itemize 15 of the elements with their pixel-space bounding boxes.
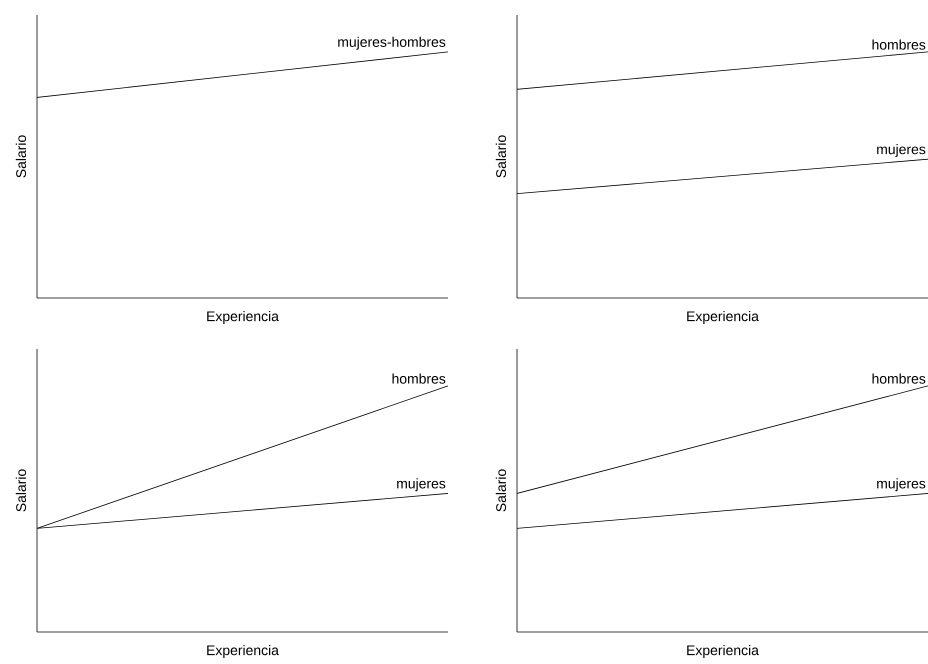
series-label: hombres (872, 39, 926, 50)
series-label: mujeres-hombres (338, 36, 446, 50)
series-label: hombres (392, 373, 446, 384)
x-axis-title: Experiencia (687, 644, 759, 658)
series-label: mujeres (877, 144, 926, 157)
x-axis-title: Experiencia (207, 310, 279, 324)
y-axis-title: Salario (16, 469, 26, 512)
y-axis-title: Salario (496, 135, 506, 178)
y-axis-title: Salario (16, 135, 26, 178)
series-label: mujeres (877, 478, 926, 492)
series-label: hombres (872, 373, 926, 384)
x-axis-title: Experiencia (687, 310, 759, 324)
series-label: mujeres (397, 478, 446, 492)
x-axis-title: Experiencia (207, 644, 279, 658)
y-axis-title: Salario (496, 469, 506, 512)
